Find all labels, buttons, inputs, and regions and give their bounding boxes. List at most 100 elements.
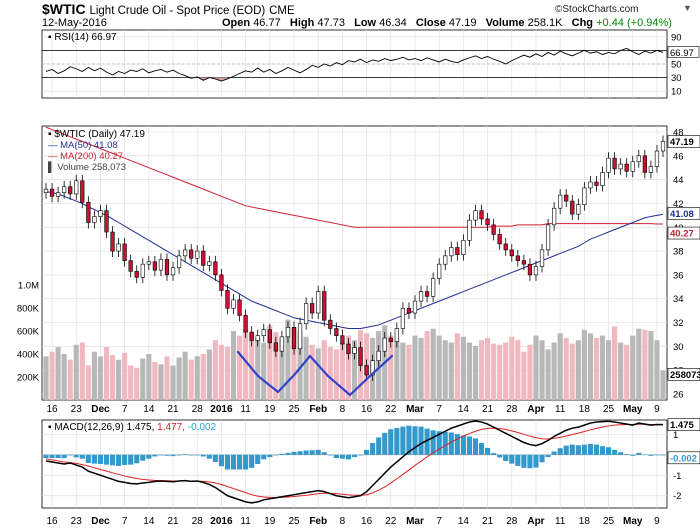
candle-down: [291, 327, 297, 350]
chart-title: $WTIC Light Crude Oil - Spot Price (EOD)…: [42, 1, 295, 17]
volume-bar: [273, 332, 279, 400]
x-tick-label: 28: [506, 404, 518, 415]
macd-histogram-bar: [249, 454, 255, 468]
macd-legend-macd: ▪ MACD(12,26,9) 1.475,: [48, 422, 157, 433]
candle-down: [527, 263, 533, 276]
volume-bar: [527, 344, 533, 400]
candle-down: [642, 155, 647, 173]
volume-bar: [236, 335, 243, 400]
macd-legend: ▪ MACD(12,26,9) 1.475, 1.477, -0.002: [48, 422, 217, 433]
macd-histogram-bar: [648, 454, 654, 456]
macd-histogram-bar: [285, 452, 291, 455]
x-tick-label: 25: [603, 404, 615, 415]
macd-histogram-bar: [418, 426, 424, 455]
x-tick-label-bottom: 21: [482, 516, 494, 527]
macd-histogram-bar: [164, 454, 170, 456]
volume-bar: [109, 355, 116, 400]
ma50-line: [45, 191, 664, 330]
candle-down: [164, 259, 170, 276]
macd-histogram-bar: [303, 450, 309, 455]
macd-histogram-bar: [49, 454, 55, 459]
candle-up: [376, 350, 381, 361]
price-tick-label: 36: [673, 270, 684, 281]
volume-bar: [394, 340, 400, 400]
volume-bar: [521, 351, 527, 400]
macd-histogram-bar: [188, 454, 194, 456]
volume-bar: [327, 347, 333, 400]
candle-up: [630, 161, 635, 172]
macd-histogram-bar: [563, 445, 569, 455]
candle-down: [358, 347, 363, 366]
chg-value: +0.44 (+0.94%): [596, 17, 672, 29]
volume-bar: [515, 340, 521, 400]
volume-bar: [575, 340, 581, 400]
macd-histogram-bar: [364, 449, 370, 455]
candle-up: [158, 259, 164, 271]
symbol-label: $WTIC: [42, 1, 86, 17]
candle-up: [207, 261, 212, 266]
candle-down: [86, 201, 91, 223]
volume-bar: [315, 348, 321, 400]
x-tick-label: Mar: [406, 404, 424, 415]
candle-up: [261, 329, 266, 336]
candle-down: [594, 181, 599, 186]
candle-up: [62, 186, 67, 194]
volume-bar: [436, 335, 442, 400]
volume-value-label-box: [667, 368, 700, 381]
macd-histogram-bar: [200, 454, 206, 457]
macd-histogram-bar: [273, 454, 279, 456]
candle-down: [189, 249, 194, 259]
macd-histogram-bar: [478, 443, 485, 455]
candle-up: [461, 240, 466, 255]
macd-histogram-bar: [91, 454, 97, 464]
x-tick-label-bottom: 2016: [210, 516, 233, 527]
macd-hist-value-label: -0.002: [670, 453, 697, 464]
macd-histogram-bar: [327, 454, 333, 456]
candle-down: [406, 307, 412, 314]
x-tick-label-bottom: May: [623, 516, 643, 527]
collapse-icon[interactable]: ▼: [683, 3, 692, 13]
rsi-tick-label: 90: [671, 32, 682, 43]
volume-bar: [557, 333, 563, 400]
candle-up: [183, 249, 188, 257]
price-tick-label: 32: [673, 318, 684, 329]
volume-bar: [140, 358, 146, 400]
x-tick-label-bottom: 14: [143, 516, 155, 527]
macd-tick-label: 1: [673, 430, 678, 441]
chg-label: Chg: [571, 17, 594, 29]
macd-histogram-bar: [103, 454, 110, 465]
macd-histogram-bar: [194, 454, 200, 456]
volume-bar: [91, 351, 97, 400]
macd-histogram-bar: [539, 454, 545, 463]
candle-down: [624, 163, 629, 172]
volume-bar: [164, 356, 170, 400]
candle-down: [134, 271, 139, 278]
candle-down: [491, 224, 496, 235]
x-tick-label-bottom: 7: [436, 516, 442, 527]
macd-line: [45, 420, 664, 504]
volume-bar: [67, 359, 73, 400]
candle-up: [176, 255, 182, 269]
macd-histogram-bar: [243, 454, 249, 470]
volume-bar: [485, 337, 491, 400]
candle-down: [485, 218, 490, 226]
volume-bar: [230, 331, 237, 400]
volume-bar: [509, 336, 515, 400]
candle-up: [449, 247, 454, 257]
volume-bar: [545, 349, 551, 400]
volume-bar: [212, 340, 218, 400]
candle-up: [303, 303, 309, 325]
macd-histogram-bar: [370, 443, 376, 455]
macd-histogram-bar: [122, 454, 128, 465]
x-tick-label: 25: [288, 404, 300, 415]
candle-up: [533, 266, 539, 276]
x-tick-label: 22: [385, 404, 397, 415]
volume-bar: [448, 342, 454, 400]
candle-up: [558, 194, 563, 209]
volume-tick-label: 1.0M: [18, 281, 39, 292]
volume-bar: [351, 340, 358, 400]
candle-up: [600, 172, 605, 186]
volume-label: Volume: [485, 17, 525, 29]
candle-up: [654, 150, 660, 167]
